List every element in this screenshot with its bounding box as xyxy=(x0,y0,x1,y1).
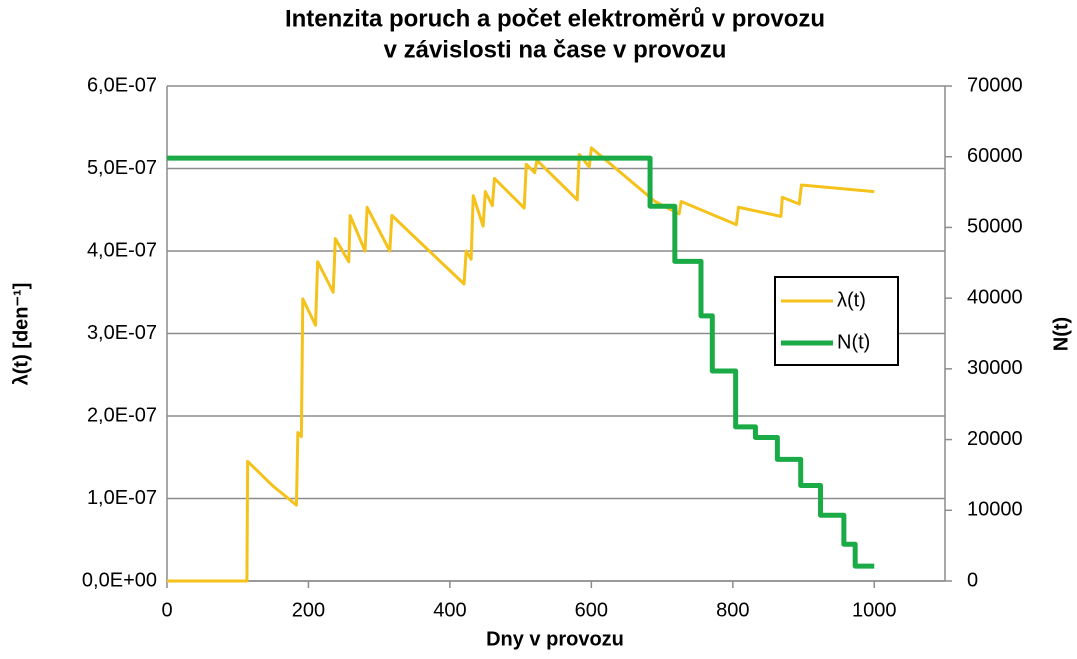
chart-title: Intenzita poruch a počet elektroměrů v p… xyxy=(285,5,825,32)
y-tick-label: 4,0E-07 xyxy=(87,239,157,261)
y2-tick-label: 60000 xyxy=(967,145,1023,167)
y2-tick-label: 40000 xyxy=(967,286,1023,308)
y-tick-label: 0,0E+00 xyxy=(82,569,157,591)
chart-title: v závislosti na čase v provozu xyxy=(384,36,727,63)
y2-tick-label: 50000 xyxy=(967,216,1023,238)
y-tick-label: 5,0E-07 xyxy=(87,157,157,179)
x-tick-label: 600 xyxy=(575,599,608,621)
y-axis-label: λ(t) [den⁻¹] xyxy=(10,283,32,386)
legend-label: λ(t) xyxy=(837,289,866,311)
x-tick-label: 1000 xyxy=(852,599,897,621)
y2-tick-label: 20000 xyxy=(967,428,1023,450)
line-series xyxy=(167,146,875,583)
x-tick-label: 400 xyxy=(433,599,466,621)
line-series xyxy=(167,155,875,569)
y2-tick-label: 30000 xyxy=(967,357,1023,379)
x-tick-label: 200 xyxy=(292,599,325,621)
y2-tick-label: 70000 xyxy=(967,74,1023,96)
x-tick-label: 800 xyxy=(716,599,749,621)
x-tick-label: 0 xyxy=(161,599,172,621)
y-tick-label: 6,0E-07 xyxy=(87,74,157,96)
x-axis-label: Dny v provozu xyxy=(486,628,624,650)
y2-tick-label: 10000 xyxy=(967,499,1023,521)
y2-tick-label: 0 xyxy=(967,569,978,591)
y2-axis-label: N(t) xyxy=(1050,317,1072,351)
y-tick-label: 3,0E-07 xyxy=(87,322,157,344)
y-tick-label: 1,0E-07 xyxy=(87,487,157,509)
legend-label: N(t) xyxy=(837,331,870,353)
y-tick-label: 2,0E-07 xyxy=(87,404,157,426)
legend-box xyxy=(774,276,899,366)
